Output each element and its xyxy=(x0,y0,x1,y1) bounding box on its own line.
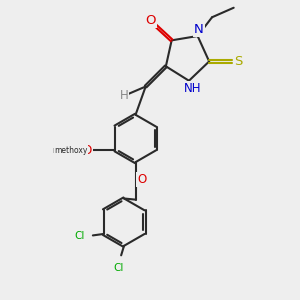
Text: N: N xyxy=(194,23,204,36)
Text: O: O xyxy=(137,173,146,186)
Text: H: H xyxy=(120,89,128,102)
Text: methoxy: methoxy xyxy=(52,146,86,155)
Text: S: S xyxy=(234,55,242,68)
Text: O: O xyxy=(82,144,92,157)
Text: Cl: Cl xyxy=(74,231,85,241)
Text: Cl: Cl xyxy=(114,263,124,273)
Text: O: O xyxy=(82,144,92,157)
Text: O: O xyxy=(145,14,156,27)
Text: NH: NH xyxy=(184,82,201,95)
Text: methoxy: methoxy xyxy=(54,146,88,154)
